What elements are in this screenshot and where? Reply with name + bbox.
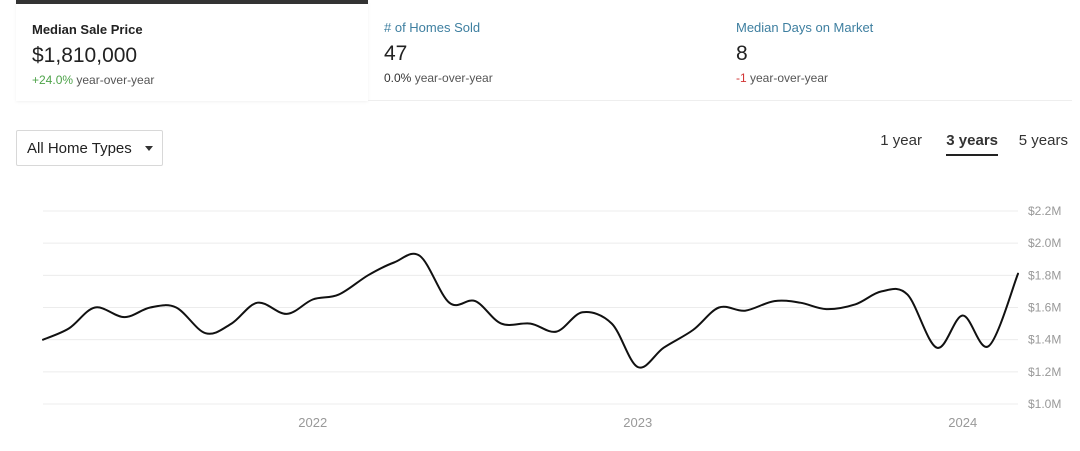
y-axis-labels: $1.0M $1.2M $1.4M $1.6M $1.8M $2.0M $2.2M <box>1028 204 1061 411</box>
tab-homes-sold[interactable]: # of Homes Sold 47 0.0% year-over-year <box>368 0 720 101</box>
x-tick-label: 2023 <box>623 415 652 430</box>
stat-change: +24.0% year-over-year <box>32 72 368 88</box>
range-tab-5-years[interactable]: 5 years <box>1018 132 1068 149</box>
x-tick-label: 2024 <box>948 415 977 430</box>
stat-value: 47 <box>384 42 408 65</box>
caret-down-icon <box>144 145 153 151</box>
stat-value: 8 <box>736 42 748 65</box>
y-tick-label: $1.4M <box>1028 333 1061 347</box>
stat-change: -1 year-over-year <box>736 70 1072 86</box>
stat-tabs: Median Sale Price $1,810,000 +24.0% year… <box>16 0 1072 102</box>
home-type-selected: All Home Types <box>27 139 132 157</box>
series-line <box>42 252 1019 369</box>
change-suffix: year-over-year <box>73 73 155 87</box>
change-suffix: year-over-year <box>746 71 829 85</box>
change-suffix: year-over-year <box>411 71 493 85</box>
x-axis-labels: 2022 2023 2024 <box>298 415 977 430</box>
y-tick-label: $1.6M <box>1028 301 1061 315</box>
range-tab-3-years[interactable]: 3 years <box>946 131 998 156</box>
change-value: -1 <box>736 71 747 85</box>
stat-change: 0.0% year-over-year <box>384 70 720 86</box>
stat-label: # of Homes Sold <box>384 20 481 35</box>
tab-median-days-on-market[interactable]: Median Days on Market 8 -1 year-over-yea… <box>720 0 1072 101</box>
stat-label: Median Days on Market <box>736 20 874 35</box>
x-tick-label: 2022 <box>298 415 327 430</box>
tab-median-sale-price[interactable]: Median Sale Price $1,810,000 +24.0% year… <box>16 0 368 101</box>
home-type-dropdown[interactable]: All Home Types <box>16 130 163 166</box>
y-tick-label: $2.2M <box>1028 204 1061 218</box>
y-tick-label: $1.8M <box>1028 268 1061 282</box>
stat-value: $1,810,000 <box>32 44 138 67</box>
grid-layer <box>43 210 1018 405</box>
y-tick-label: $1.2M <box>1028 365 1061 379</box>
range-tab-1-year[interactable]: 1 year <box>880 132 922 149</box>
change-value: +24.0% <box>32 73 74 87</box>
change-value: 0.0% <box>384 71 412 85</box>
y-tick-label: $1.0M <box>1028 397 1061 411</box>
stat-label: Median Sale Price <box>32 22 143 37</box>
y-tick-label: $2.0M <box>1028 236 1061 250</box>
series-layer <box>42 252 1019 369</box>
